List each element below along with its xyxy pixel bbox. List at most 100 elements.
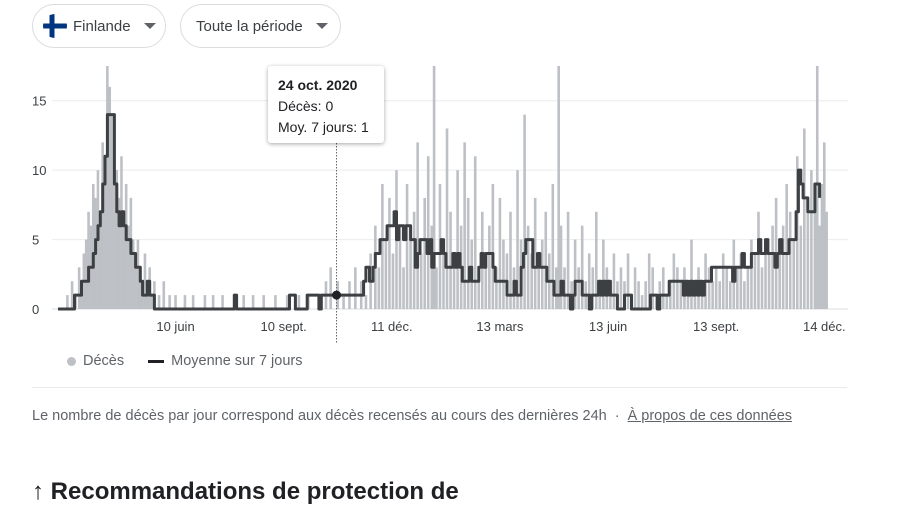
- bar: [533, 197, 537, 309]
- bar: [297, 295, 301, 309]
- y-tick-label: 15: [32, 94, 46, 109]
- bar: [377, 267, 381, 309]
- bar: [806, 211, 810, 309]
- bar: [540, 239, 544, 309]
- bar: [788, 211, 792, 309]
- bar: [728, 281, 732, 309]
- bar: [388, 197, 391, 309]
- bar: [157, 295, 161, 309]
- bar: [693, 295, 697, 309]
- bar: [523, 114, 526, 309]
- bar: [612, 253, 616, 309]
- bar: [785, 184, 788, 309]
- chart-tooltip: 24 oct. 2020 Décès: 0 Moy. 7 jours: 1: [268, 66, 384, 143]
- bar: [285, 295, 289, 309]
- bar: [242, 295, 245, 309]
- x-tick-label: 13 sept.: [693, 319, 739, 334]
- bar: [587, 253, 591, 309]
- bar: [456, 170, 459, 309]
- bar: [463, 142, 466, 309]
- bar: [136, 239, 140, 309]
- bar: [442, 239, 445, 309]
- bar: [665, 295, 669, 309]
- bar: [577, 267, 580, 309]
- bar: [813, 197, 817, 309]
- bar: [484, 253, 488, 309]
- bar: [637, 281, 640, 309]
- bar: [640, 295, 644, 309]
- bar: [799, 225, 803, 309]
- bar: [810, 170, 813, 309]
- bar: [594, 211, 598, 309]
- deaths-chart[interactable]: 0 5 10 15 10 juin 10 sept. 11 déc. 13 mars 13 ju…: [0, 0, 913, 350]
- bar: [609, 295, 612, 309]
- bar: [516, 170, 519, 309]
- bar: [757, 211, 760, 309]
- footnote-text: Le nombre de décès par jour correspond a…: [32, 408, 607, 424]
- y-tick-label: 10: [32, 163, 46, 178]
- chart-legend: Décès Moyenne sur 7 jours: [67, 353, 302, 369]
- bar: [99, 211, 102, 309]
- footnote-separator: ·: [614, 408, 620, 424]
- bar: [555, 267, 558, 309]
- bar: [781, 225, 785, 309]
- bar: [191, 295, 195, 309]
- bar: [84, 239, 88, 309]
- bar: [491, 184, 495, 309]
- bar: [644, 281, 647, 309]
- bar: [557, 66, 560, 309]
- bar: [445, 128, 449, 309]
- bar: [329, 267, 332, 309]
- bar: [274, 295, 277, 309]
- bar: [203, 295, 207, 309]
- bar: [477, 267, 481, 309]
- bar: [106, 66, 109, 309]
- bar: [619, 267, 623, 309]
- bar: [820, 184, 824, 309]
- bar: [602, 239, 605, 309]
- bar: [679, 281, 683, 309]
- bar: [473, 156, 477, 309]
- bar: [580, 225, 584, 309]
- bar: [559, 225, 563, 309]
- bar: [551, 184, 555, 309]
- bar: [103, 156, 107, 309]
- bar: [416, 142, 419, 309]
- legend-average-swatch: [148, 359, 165, 363]
- bar: [150, 295, 154, 309]
- chevron-down-icon: [143, 23, 156, 29]
- bar: [771, 225, 774, 309]
- bar: [544, 211, 548, 309]
- bar: [174, 295, 177, 309]
- bar: [502, 239, 505, 309]
- legend-average-label: Moyenne sur 7 jours: [171, 353, 303, 369]
- bar: [633, 267, 637, 309]
- bar: [466, 197, 470, 309]
- about-data-link[interactable]: À propos de ces données: [627, 408, 793, 424]
- x-tick-label: 14 déc.: [803, 319, 846, 334]
- bar: [409, 239, 412, 309]
- bar: [778, 239, 781, 309]
- tooltip-deaths: Décès: 0: [278, 98, 334, 114]
- period-select[interactable]: Toute la période: [180, 4, 341, 48]
- bar: [746, 267, 750, 309]
- bar: [402, 267, 405, 309]
- x-tick-label: 11 déc.: [371, 319, 413, 334]
- bar: [449, 211, 452, 309]
- bar: [509, 211, 512, 309]
- bar: [792, 239, 796, 309]
- bar: [115, 170, 119, 309]
- divider: [32, 387, 847, 388]
- bar: [537, 267, 540, 309]
- bar: [138, 267, 142, 309]
- country-select[interactable]: Finlande: [32, 4, 166, 48]
- bar: [676, 267, 679, 309]
- bar: [661, 267, 665, 309]
- bar: [131, 239, 135, 309]
- bar: [221, 295, 224, 309]
- bar: [488, 225, 491, 309]
- bar: [452, 253, 456, 309]
- bar: [711, 281, 714, 309]
- bar: [423, 197, 426, 309]
- bar: [721, 253, 725, 309]
